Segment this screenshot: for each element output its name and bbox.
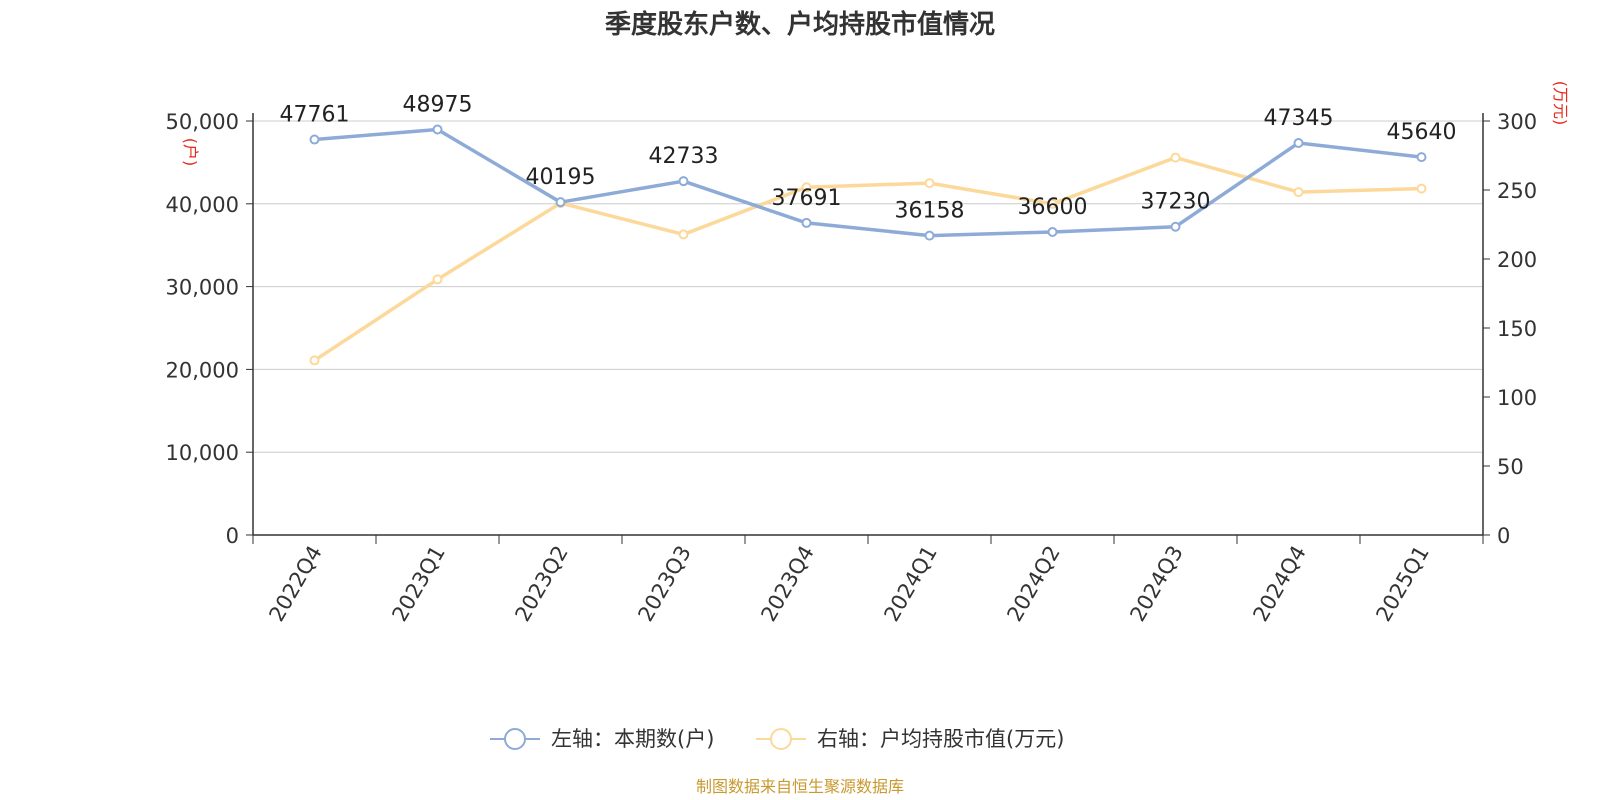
series-right-line [313, 155, 1422, 362]
data-label: 37230 [1141, 190, 1211, 215]
series-left-point [924, 230, 935, 241]
data-label: 40195 [526, 165, 596, 190]
x-axis-ticks: 2022Q4 2023Q1 2023Q2 2023Q3 2023Q4 2024Q1 2024… [252, 535, 1484, 626]
legend[interactable]: 左轴：本期数(户) 右轴：户均持股市值(万元) [490, 727, 1064, 751]
x-tick-label: 2023Q4 [756, 542, 818, 626]
series-left-point [1047, 226, 1058, 237]
series-left [309, 124, 1427, 241]
x-tick-label: 2023Q1 [387, 542, 449, 626]
left-tick-label: 0 [226, 524, 239, 548]
x-tick-label: 2023Q3 [633, 542, 695, 626]
right-tick-label: 100 [1497, 386, 1537, 410]
right-tick-label: 50 [1497, 455, 1524, 479]
series-left-point [1293, 137, 1304, 148]
series-right [309, 152, 1427, 366]
axes [252, 113, 1484, 536]
series-left-point [555, 197, 566, 208]
series-left-point [801, 217, 812, 228]
series-left-line [314, 127, 1422, 238]
legend-label-right: 右轴：户均持股市值(万元) [817, 727, 1064, 751]
data-label: 42733 [649, 144, 719, 169]
x-tick-label: 2024Q3 [1125, 542, 1187, 626]
legend-marker-right [770, 728, 792, 750]
legend-item-right[interactable]: 右轴：户均持股市值(万元) [756, 727, 1064, 751]
x-tick-label: 2024Q1 [879, 542, 941, 626]
data-label: 47761 [280, 103, 350, 128]
series-right-point [801, 182, 812, 193]
x-tick-label: 2024Q4 [1248, 542, 1310, 626]
source-footer: 制图数据来自恒生聚源数据库 [696, 777, 904, 796]
data-label: 36600 [1018, 195, 1088, 220]
left-tick-label: 30,000 [166, 276, 239, 300]
right-tick-label: 150 [1497, 317, 1537, 341]
grid-lines [253, 120, 1483, 453]
series-left-point [432, 124, 443, 135]
data-labels: 47761 48975 40195 42733 37691 36158 36600 37230… [280, 92, 1457, 223]
right-axis-ticks: 0 50 100 150 200 250 300 [1483, 110, 1537, 548]
right-tick-label: 200 [1497, 248, 1537, 272]
right-tick-label: 0 [1497, 524, 1510, 548]
left-axis-unit-label: (户) [181, 138, 200, 167]
data-label: 36158 [895, 199, 965, 224]
series-right-point [678, 229, 689, 240]
data-label: 47345 [1264, 106, 1334, 131]
legend-item-left[interactable]: 左轴：本期数(户) [490, 727, 714, 751]
left-tick-label: 40,000 [166, 193, 239, 217]
legend-marker-left [504, 728, 526, 750]
series-right-point [1047, 198, 1058, 209]
data-label: 37691 [772, 186, 842, 211]
left-axis-ticks: 0 10,000 20,000 30,000 40,000 50,000 [166, 110, 253, 548]
series-right-point [432, 274, 443, 285]
series-left-point [309, 134, 320, 145]
right-axis-unit-label: (万元) [1551, 81, 1570, 126]
chart-title: 季度股东户数、户均持股市值情况 [605, 9, 995, 40]
right-tick-label: 300 [1497, 110, 1537, 134]
x-tick-label: 2022Q4 [264, 542, 326, 626]
x-tick-label: 2023Q2 [510, 542, 572, 626]
left-tick-label: 10,000 [166, 441, 239, 465]
right-tick-label: 250 [1497, 179, 1537, 203]
legend-label-left: 左轴：本期数(户) [551, 727, 714, 751]
series-right-point [309, 355, 320, 366]
series-left-point [1416, 152, 1427, 163]
series-right-point [1170, 152, 1181, 163]
series-right-point [1416, 183, 1427, 194]
left-tick-label: 50,000 [166, 110, 239, 134]
x-tick-label: 2024Q2 [1002, 542, 1064, 626]
x-tick-label: 2025Q1 [1371, 542, 1433, 626]
series-right-point [1293, 187, 1304, 198]
data-label: 45640 [1387, 120, 1457, 145]
left-tick-label: 20,000 [166, 358, 239, 382]
series-left-point [1170, 221, 1181, 232]
series-left-point [678, 176, 689, 187]
series-right-point [924, 178, 935, 189]
data-label: 48975 [403, 92, 473, 117]
